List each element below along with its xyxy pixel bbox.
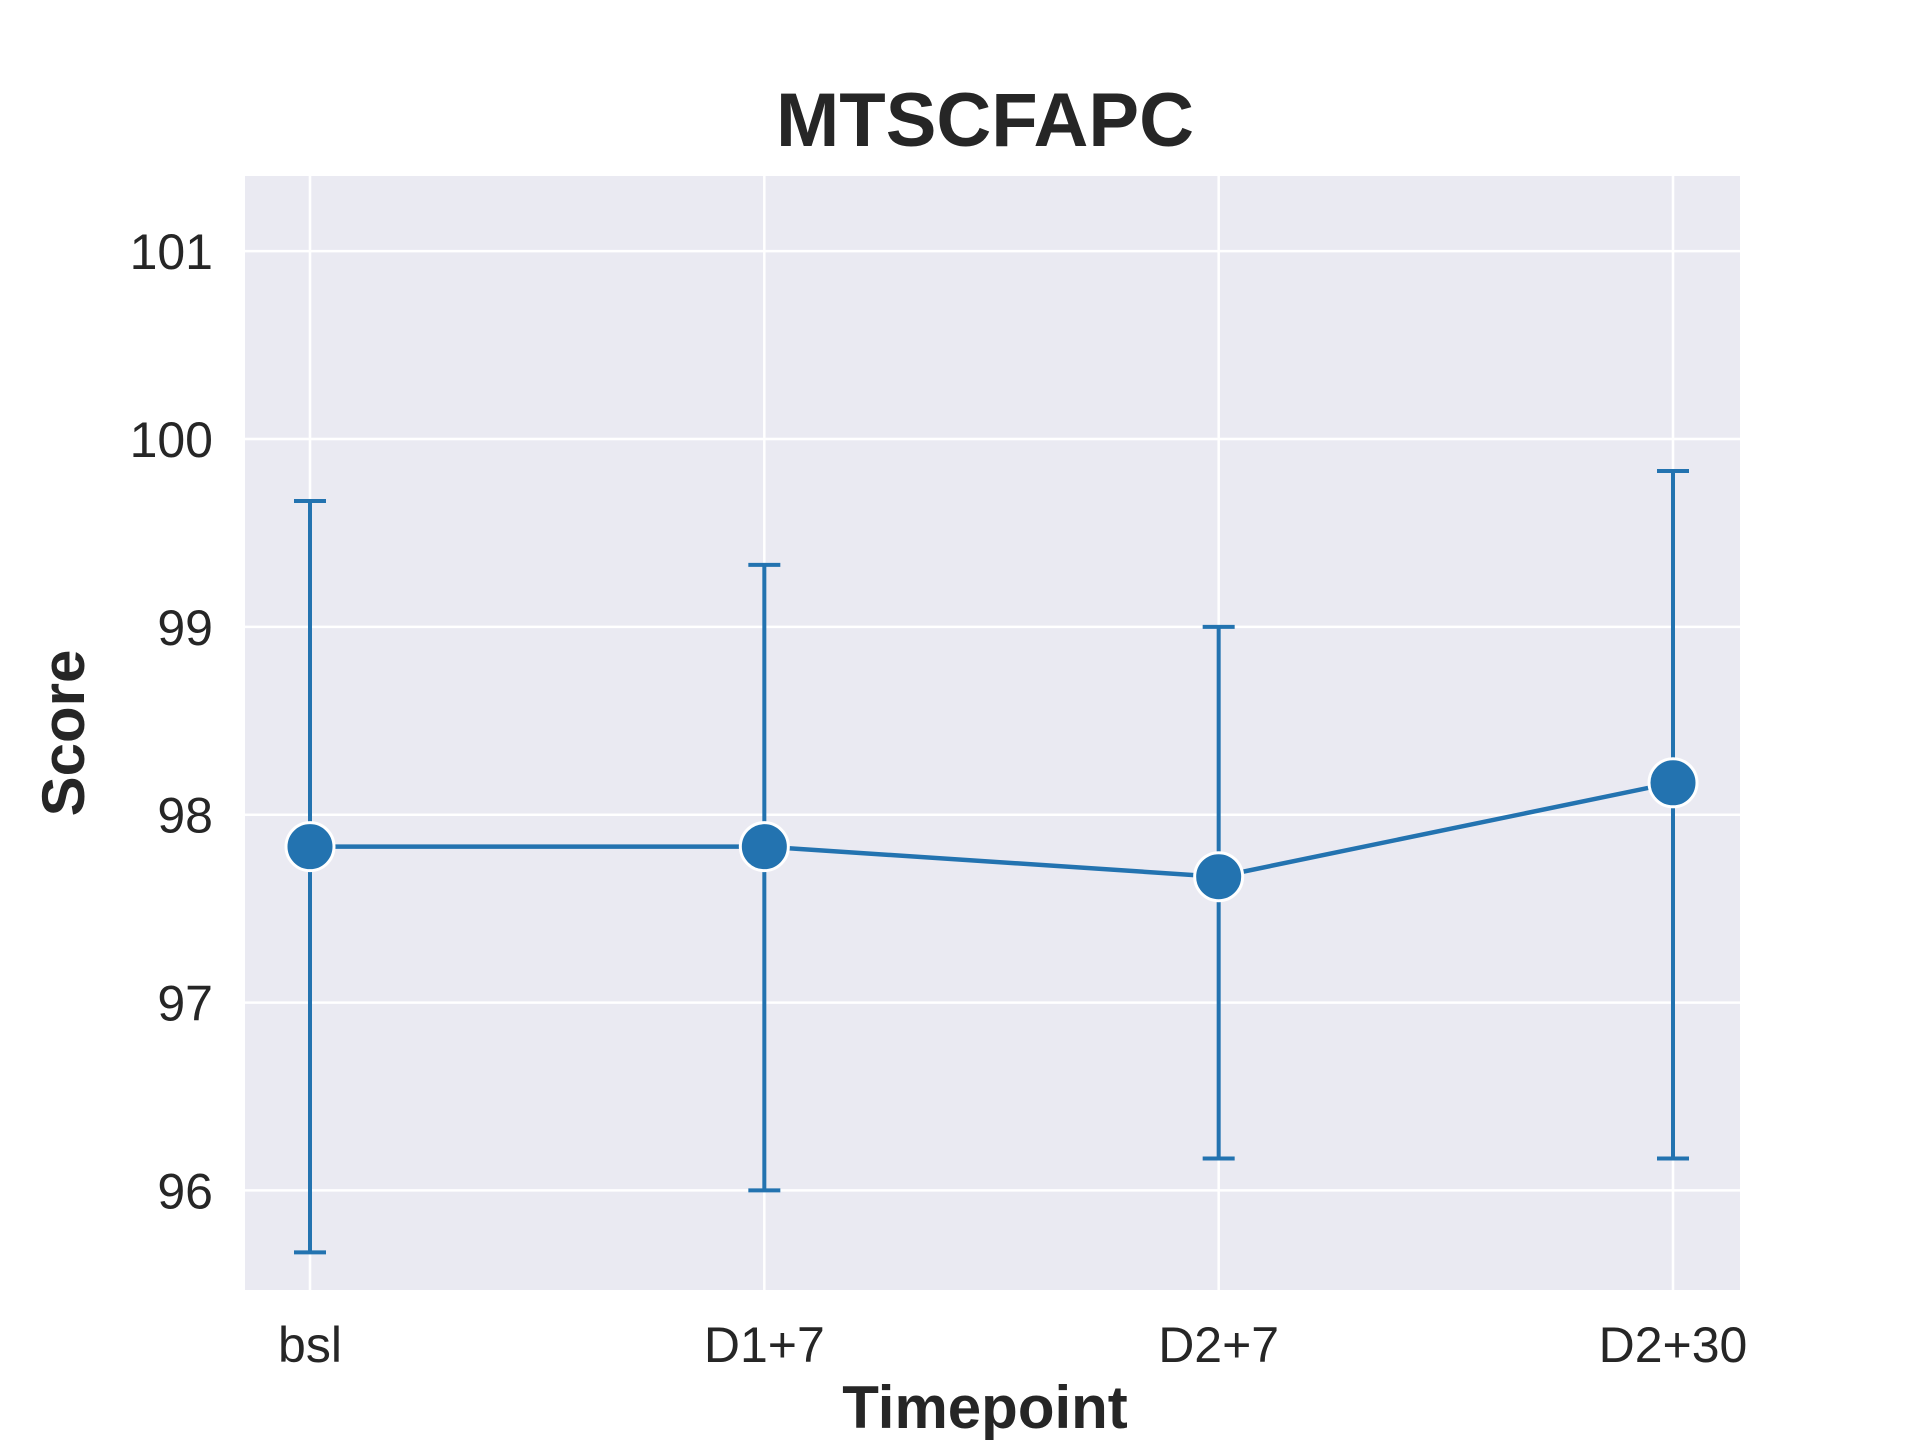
series-line — [310, 780, 1674, 879]
y-tick-label: 100 — [130, 412, 213, 468]
data-point — [1193, 851, 1245, 903]
x-tick-label: D1+7 — [704, 1317, 825, 1373]
series — [284, 468, 1699, 1255]
plot-area — [245, 176, 1740, 1290]
x-tick-labels: bsl D1+7 D2+7 D2+30 — [278, 1317, 1747, 1373]
chart-title: MTSCFAPC — [776, 78, 1194, 163]
y-tick-label: 96 — [157, 1163, 213, 1219]
x-tick-label: bsl — [278, 1317, 342, 1373]
x-axis-label: Timepoint — [842, 1374, 1128, 1440]
y-tick-label: 98 — [157, 788, 213, 844]
data-point — [1647, 757, 1699, 809]
y-tick-labels: 96 97 98 99 100 101 — [130, 224, 213, 1219]
y-tick-label: 101 — [130, 224, 213, 280]
y-tick-label: 99 — [157, 600, 213, 656]
y-axis-label: Score — [30, 650, 97, 817]
y-tick-label: 97 — [157, 976, 213, 1032]
data-point — [284, 821, 336, 873]
x-tick-label: D2+7 — [1158, 1317, 1279, 1373]
data-point — [738, 821, 790, 873]
x-tick-label: D2+30 — [1599, 1317, 1748, 1373]
